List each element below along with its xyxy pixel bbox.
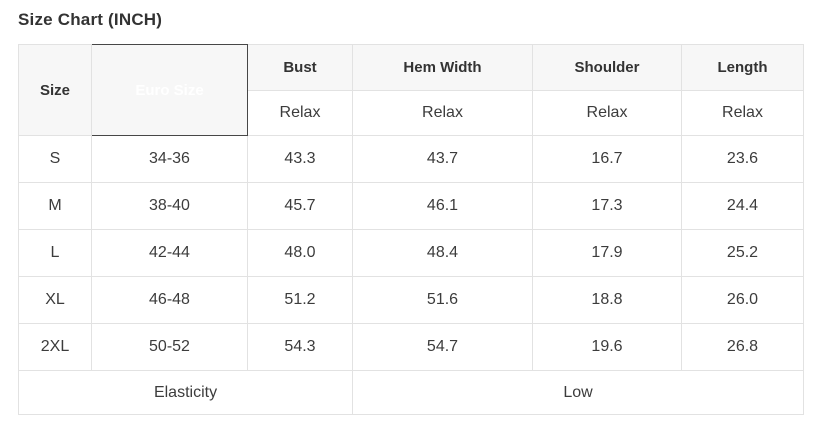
elasticity-value-cell: Low [352, 370, 804, 415]
cell-hem-width: 48.4 [352, 229, 533, 277]
col-header-bust: Bust [247, 44, 353, 91]
cell-hem-width: 43.7 [352, 135, 533, 183]
elasticity-label-cell: Elasticity [18, 370, 353, 415]
size-chart-page: Size Chart (INCH) Size Euro Size Bust He… [0, 10, 820, 442]
cell-bust: 51.2 [247, 276, 353, 324]
col-header-length: Length [681, 44, 804, 91]
cell-length: 23.6 [681, 135, 804, 183]
cell-size: L [18, 229, 92, 277]
sub-header-length-relax: Relax [681, 90, 804, 136]
cell-bust: 54.3 [247, 323, 353, 371]
cell-euro-size: 38-40 [91, 182, 248, 230]
header-row-main: Size Euro Size Bust Hem Width Shoulder L… [18, 44, 804, 136]
table-row-xl: XL 46-48 51.2 51.6 18.8 26.0 [18, 276, 804, 324]
col-header-size: Size [18, 44, 92, 136]
cell-euro-size: 50-52 [91, 323, 248, 371]
cell-euro-size: 42-44 [91, 229, 248, 277]
cell-euro-size: 46-48 [91, 276, 248, 324]
cell-size: XL [18, 276, 92, 324]
cell-shoulder: 16.7 [532, 135, 682, 183]
col-header-euro-size: Euro Size [91, 44, 248, 136]
cell-length: 26.0 [681, 276, 804, 324]
col-header-shoulder: Shoulder [532, 44, 682, 91]
table-row-2xl: 2XL 50-52 54.3 54.7 19.6 26.8 [18, 323, 804, 371]
cell-euro-size: 34-36 [91, 135, 248, 183]
cell-shoulder: 18.8 [532, 276, 682, 324]
sub-header-shoulder-relax: Relax [532, 90, 682, 136]
cell-hem-width: 51.6 [352, 276, 533, 324]
header-row-fit: Relax Relax Relax Relax [19, 90, 804, 136]
cell-hem-width: 54.7 [352, 323, 533, 371]
table-row-s: S 34-36 43.3 43.7 16.7 23.6 [18, 135, 804, 183]
sub-header-hem-width-relax: Relax [352, 90, 533, 136]
cell-shoulder: 17.3 [532, 182, 682, 230]
col-header-hem-width: Hem Width [352, 44, 533, 91]
table-row-m: M 38-40 45.7 46.1 17.3 24.4 [18, 182, 804, 230]
table-row-l: L 42-44 48.0 48.4 17.9 25.2 [18, 229, 804, 277]
cell-size: S [18, 135, 92, 183]
sub-header-bust-relax: Relax [247, 90, 353, 136]
cell-size: M [18, 182, 92, 230]
cell-bust: 43.3 [247, 135, 353, 183]
cell-length: 26.8 [681, 323, 804, 371]
cell-shoulder: 19.6 [532, 323, 682, 371]
cell-size: 2XL [18, 323, 92, 371]
footer-row-elasticity: Elasticity Low [18, 370, 804, 415]
cell-bust: 48.0 [247, 229, 353, 277]
cell-hem-width: 46.1 [352, 182, 533, 230]
cell-shoulder: 17.9 [532, 229, 682, 277]
cell-length: 24.4 [681, 182, 804, 230]
size-chart-table: Size Euro Size Bust Hem Width Shoulder L… [18, 44, 804, 415]
page-title: Size Chart (INCH) [18, 10, 163, 29]
cell-bust: 45.7 [247, 182, 353, 230]
cell-length: 25.2 [681, 229, 804, 277]
